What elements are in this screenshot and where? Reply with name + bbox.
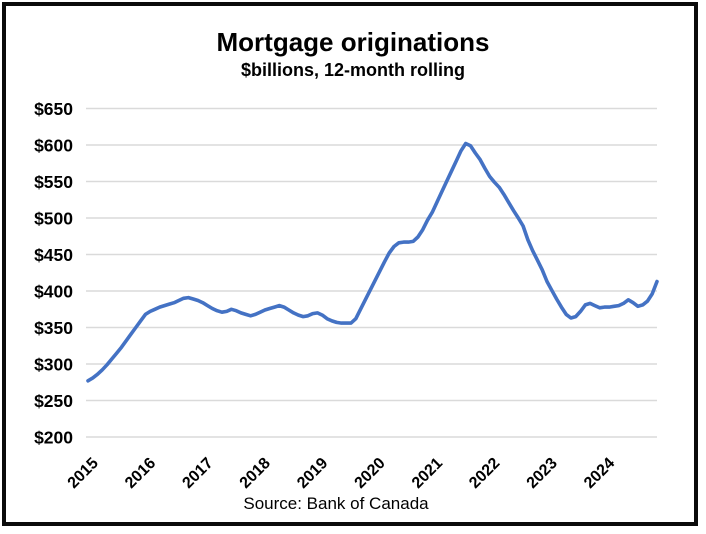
y-tick-label-400: $400 (34, 282, 73, 302)
x-axis-labels: 2015 2016 2017 2018 2019 2020 2021 2022 2023 2024 (65, 455, 619, 492)
y-tick-label-250: $250 (34, 391, 73, 411)
chart-title: Mortgage originations (216, 27, 490, 57)
chart-subtitle: $billions, 12-month rolling (240, 60, 465, 80)
x-tick-label-2018: 2018 (237, 455, 274, 492)
y-axis-labels: $200 $250 $300 $350 $400 $450 $500 $550 $600 $650 (34, 99, 73, 448)
y-tick-label-300: $300 (34, 355, 73, 375)
series-line-mortgage-originations (86, 141, 659, 383)
gridlines (86, 107, 657, 438)
y-tick-label-500: $500 (34, 209, 73, 229)
x-tick-label-2016: 2016 (122, 455, 159, 492)
y-tick-label-350: $350 (34, 318, 73, 338)
x-tick-label-2024: 2024 (581, 455, 618, 492)
x-tick-label-2017: 2017 (179, 455, 216, 492)
y-tick-label-650: $650 (34, 99, 73, 119)
x-tick-label-2021: 2021 (409, 455, 446, 492)
x-tick-label-2019: 2019 (294, 455, 331, 492)
y-tick-label-550: $550 (34, 172, 73, 192)
y-tick-label-600: $600 (34, 136, 73, 156)
x-tick-label-2020: 2020 (352, 455, 389, 492)
x-tick-label-2015: 2015 (65, 455, 102, 492)
x-tick-label-2023: 2023 (524, 455, 561, 492)
chart-frame-border (2, 2, 698, 526)
y-tick-label-200: $200 (34, 428, 73, 448)
y-tick-label-450: $450 (34, 245, 73, 265)
source-caption: Source: Bank of Canada (243, 494, 429, 513)
x-tick-label-2022: 2022 (466, 455, 503, 492)
